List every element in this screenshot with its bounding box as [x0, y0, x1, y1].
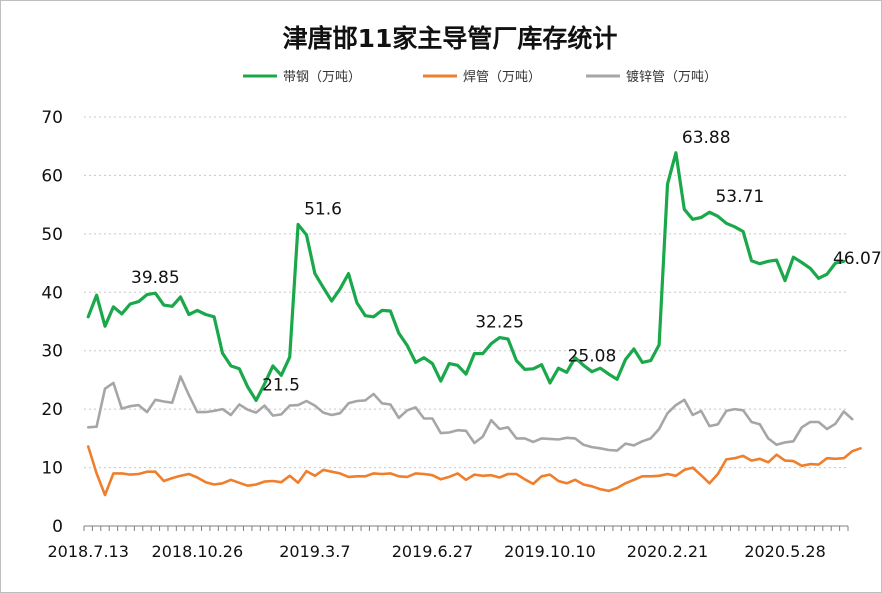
- x-tick-label: 2019.3.7: [279, 542, 350, 561]
- data-label: 21.5: [262, 375, 300, 395]
- y-axis: 0 10 20 30 40 50 60 70: [41, 108, 63, 537]
- series-line-2: [86, 375, 854, 452]
- y-tick-label: 30: [41, 342, 63, 362]
- legend: 带钢（万吨） 焊管（万吨） 镀锌管（万吨）: [243, 69, 717, 85]
- data-label: 39.85: [131, 268, 180, 288]
- data-label: 53.71: [715, 187, 764, 207]
- series-line-1: [86, 445, 862, 497]
- x-tick-label: 2020.2.21: [627, 542, 708, 561]
- gridlines: [84, 116, 848, 469]
- x-tick-label: 2019.6.27: [392, 542, 473, 561]
- data-label: 63.88: [682, 128, 731, 148]
- legend-label: 带钢（万吨）: [283, 70, 361, 85]
- data-label: 32.25: [475, 313, 524, 333]
- x-tick-label: 2019.10.10: [504, 542, 596, 561]
- x-axis: 2018.7.13 2018.10.26 2019.3.7 2019.6.27 2019…: [47, 525, 849, 561]
- y-tick-label: 70: [41, 108, 63, 128]
- x-tick-label: 2018.10.26: [152, 542, 244, 561]
- data-labels: 39.85 21.5 51.6 32.25 25.08 63.88 53.71 46.07: [131, 128, 882, 396]
- y-tick-label: 10: [41, 459, 63, 479]
- y-tick-label: 40: [41, 283, 63, 303]
- plot-area: [86, 151, 862, 497]
- x-tick-label: 2020.5.28: [744, 542, 825, 561]
- data-label: 51.6: [304, 200, 342, 220]
- data-label: 46.07: [833, 249, 882, 269]
- data-label: 25.08: [568, 347, 617, 367]
- y-tick-label: 20: [41, 400, 63, 420]
- x-tick-label: 2018.7.13: [47, 542, 128, 561]
- series-line-0: [86, 151, 846, 402]
- legend-label: 镀锌管（万吨）: [626, 69, 717, 85]
- y-tick-label: 50: [41, 225, 63, 245]
- chart-title: 津唐邯11家主导管厂库存统计: [283, 24, 618, 53]
- y-tick-label: 60: [41, 166, 63, 186]
- y-tick-label: 0: [52, 517, 63, 537]
- legend-label: 焊管（万吨）: [463, 69, 541, 85]
